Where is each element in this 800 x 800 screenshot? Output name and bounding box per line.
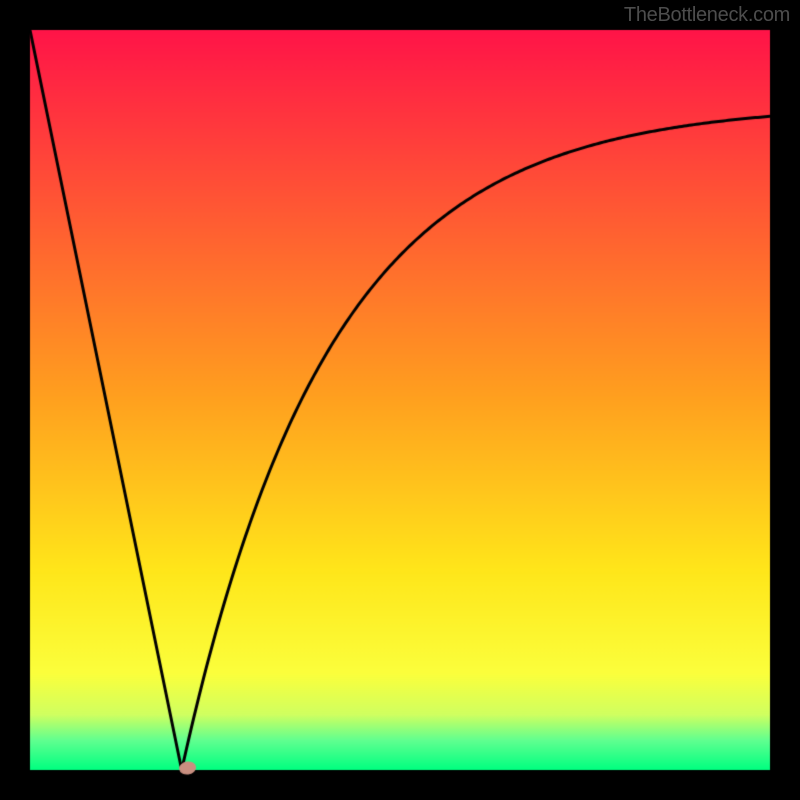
bottleneck-curve-canvas: [0, 0, 800, 800]
chart-root: TheBottleneck.com: [0, 0, 800, 800]
